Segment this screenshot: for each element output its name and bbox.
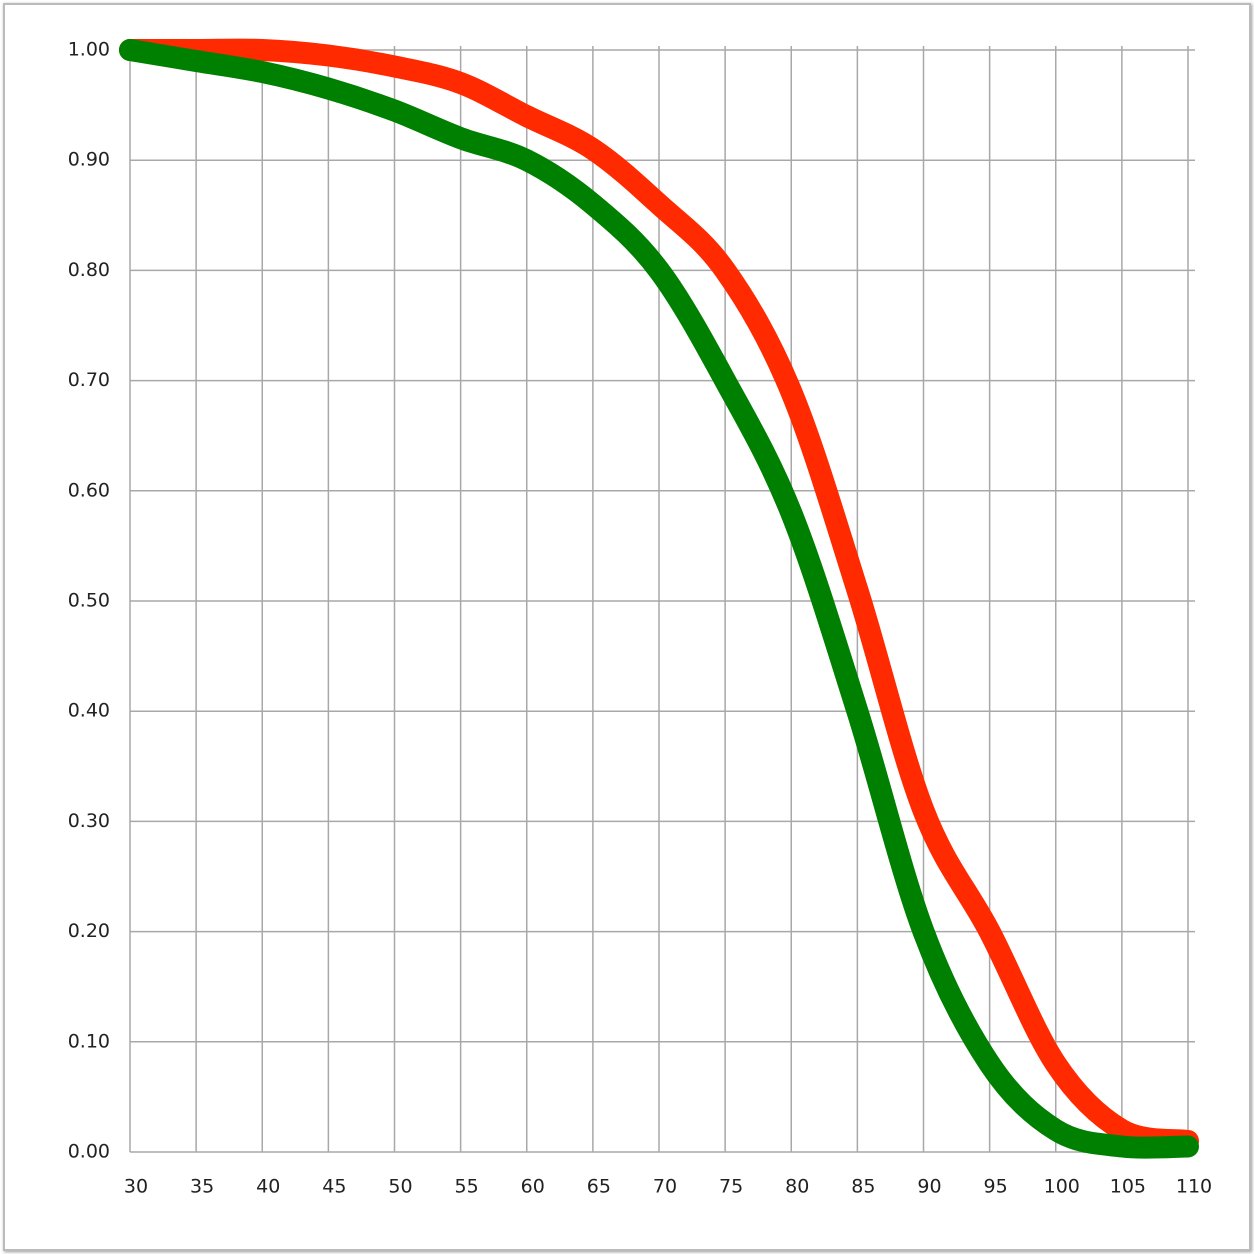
x-tick-label: 90 bbox=[917, 1176, 941, 1198]
line bbox=[119, 39, 1199, 1159]
x-tick-label: 45 bbox=[322, 1176, 346, 1198]
y-tick-label: 0.50 bbox=[68, 590, 110, 612]
x-tick-label: 50 bbox=[388, 1176, 412, 1198]
x-tick-label: 40 bbox=[256, 1176, 280, 1198]
x-tick-label: 95 bbox=[984, 1176, 1008, 1198]
x-tick-label: 60 bbox=[521, 1176, 545, 1198]
frame bbox=[3, 3, 1251, 1251]
y-tick-label: 0.90 bbox=[68, 149, 110, 171]
x-tick-label: 80 bbox=[785, 1176, 809, 1198]
x-tick-label: 55 bbox=[455, 1176, 479, 1198]
x-tick-label: 75 bbox=[719, 1176, 743, 1198]
x-tick-label: 100 bbox=[1044, 1176, 1080, 1198]
x-tick-label: 110 bbox=[1176, 1176, 1212, 1198]
y-tick-label: 0.60 bbox=[68, 479, 110, 501]
y-tick-label: 0.80 bbox=[68, 259, 110, 281]
y-tick-label: 1.00 bbox=[68, 39, 110, 61]
line bbox=[119, 38, 1199, 1152]
x-tick-label: 35 bbox=[190, 1176, 214, 1198]
y-tick-label: 0.10 bbox=[68, 1030, 110, 1052]
y-tick-label: 0.30 bbox=[68, 810, 110, 832]
x-tick-label: 70 bbox=[653, 1176, 677, 1198]
y-tick-label: 0.00 bbox=[68, 1141, 110, 1163]
y-tick-label: 0.40 bbox=[68, 700, 110, 722]
x-tick-label: 85 bbox=[851, 1176, 875, 1198]
x-tick-label: 30 bbox=[124, 1176, 148, 1198]
y-tick-label: 0.20 bbox=[68, 920, 110, 942]
y-tick-label: 0.70 bbox=[68, 369, 110, 391]
x-tick-label: 65 bbox=[587, 1176, 611, 1198]
x-tick-label: 105 bbox=[1110, 1176, 1146, 1198]
